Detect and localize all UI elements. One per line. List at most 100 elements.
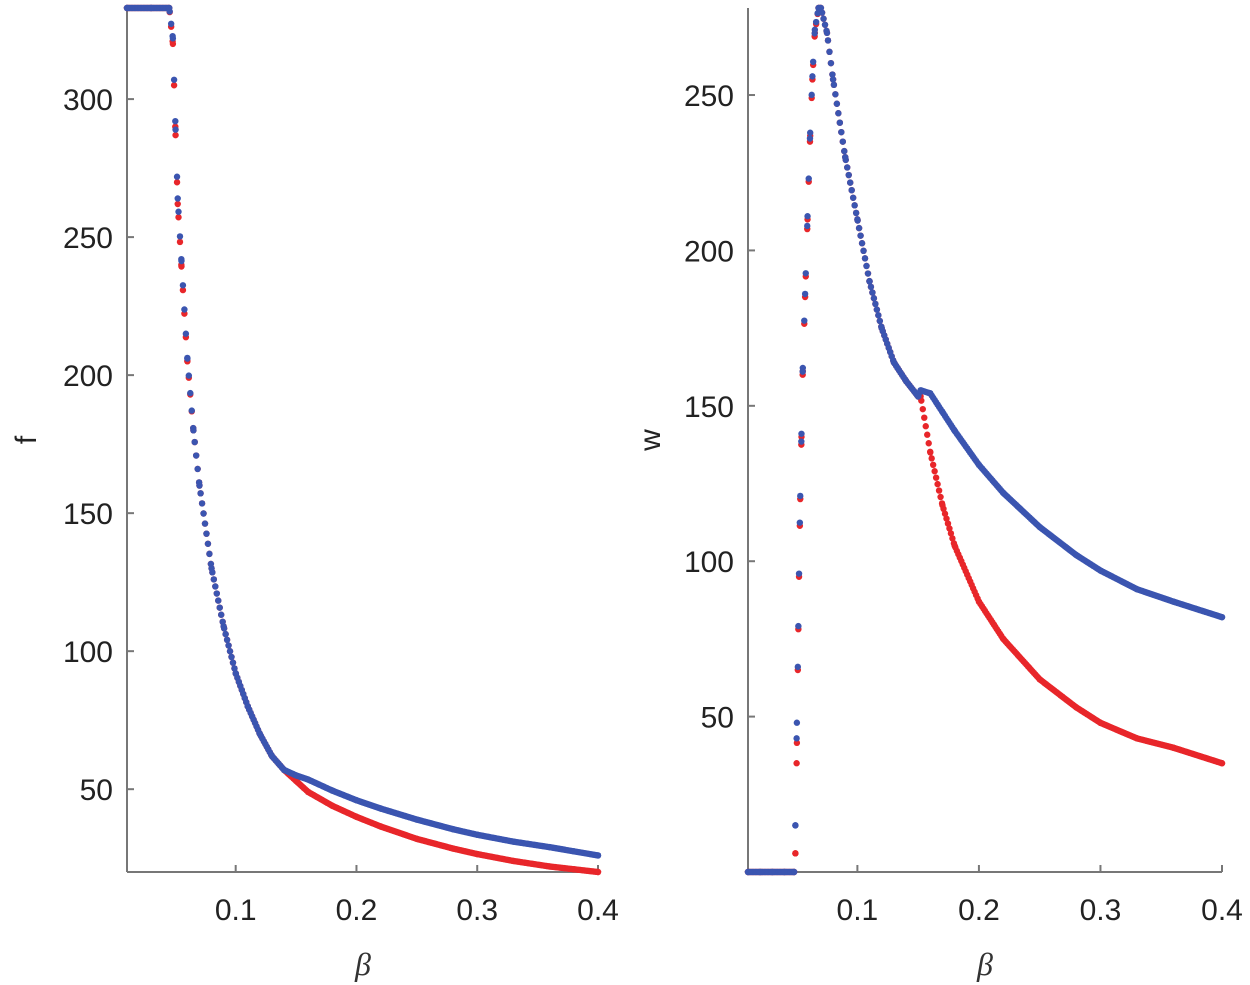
right-red-point: [1036, 676, 1043, 683]
right-red-point: [943, 515, 950, 522]
right-blue-point: [852, 209, 860, 217]
left-blue-point: [184, 355, 191, 362]
left-blue-point: [329, 787, 336, 794]
right-blue-point: [804, 222, 811, 230]
left-blue-point: [198, 500, 206, 507]
left-blue-point: [210, 576, 218, 583]
right-blue-point: [795, 570, 803, 577]
left-y-tick-label: 150: [63, 498, 113, 531]
left-blue-point: [218, 611, 225, 618]
left-red-point: [304, 788, 312, 796]
right-blue-point: [847, 179, 854, 186]
right-blue-point: [867, 283, 875, 291]
left-red-point: [377, 823, 384, 830]
left-blue-point: [170, 76, 178, 83]
right-blue-point: [794, 663, 802, 671]
right-blue-point: [839, 138, 846, 145]
right-blue-point: [796, 519, 804, 526]
right-blue-point: [833, 100, 841, 107]
right-blue-point: [951, 427, 958, 434]
left-blue-point: [353, 797, 360, 804]
right-blue-point: [849, 194, 857, 201]
right-y-tick-label: 50: [701, 702, 734, 735]
left-blue-point: [256, 730, 264, 738]
right-red-point: [937, 493, 944, 501]
right-blue-point: [832, 91, 839, 98]
right-blue-point: [823, 29, 831, 37]
right-blue-point: [917, 387, 924, 394]
left-red-point: [449, 845, 457, 852]
right-red-point: [947, 530, 955, 537]
left-blue-point: [228, 653, 235, 661]
left-blue-point: [147, 4, 155, 12]
left-blue-point: [201, 520, 209, 527]
right-y-axis-label: w: [634, 429, 667, 452]
left-red-point: [570, 866, 578, 873]
right-blue-point: [848, 187, 855, 194]
left-blue-point: [123, 4, 131, 12]
left-blue-point: [594, 852, 602, 859]
left-x-tick-label: 0.2: [336, 894, 378, 927]
right-blue-point: [1000, 489, 1007, 497]
right-blue-point: [861, 255, 869, 262]
right-x-tick-label: 0.2: [958, 894, 1000, 927]
right-y-tick-label: 150: [684, 391, 734, 424]
left-x-tick-label: 0.1: [215, 894, 257, 927]
left-blue-point: [223, 636, 231, 644]
left-y-tick-label: 300: [63, 84, 113, 117]
left-panel-f-vs-beta: 0.1 0.2 0.3 0.4 50 100 150 200 250 300 β f: [10, 4, 619, 982]
right-blue-point: [1097, 567, 1104, 574]
right-blue-point: [799, 368, 806, 375]
right-blue-point: [870, 295, 878, 302]
right-blue-point: [845, 171, 852, 179]
left-blue-point: [185, 372, 193, 379]
right-blue-point: [1036, 523, 1043, 531]
right-blue-point: [858, 240, 866, 247]
left-blue-point: [196, 482, 203, 489]
right-red-point: [931, 468, 938, 475]
left-blue-point: [268, 752, 276, 760]
right-red-point: [921, 414, 928, 421]
left-blue-point: [212, 583, 219, 590]
left-blue-point: [173, 173, 181, 180]
left-blue-point: [172, 117, 179, 125]
left-red-point: [176, 238, 184, 246]
left-blue-point: [200, 510, 207, 517]
right-blue-point: [811, 26, 819, 33]
left-blue-point: [377, 805, 384, 812]
right-y-tick-label: 100: [684, 546, 734, 579]
left-blue-point: [176, 233, 184, 240]
left-x-axis-label: β: [354, 946, 371, 982]
right-red-point: [927, 449, 934, 456]
right-x-tick-label: 0.4: [1201, 894, 1243, 927]
left-red-point: [292, 777, 300, 785]
right-red-point: [924, 431, 931, 438]
right-blue-point: [829, 71, 836, 78]
left-blue-point: [179, 282, 187, 289]
left-blue-point: [225, 642, 232, 649]
left-blue-point: [280, 766, 288, 774]
right-blue-point: [824, 37, 832, 44]
left-blue-point: [203, 530, 210, 537]
right-blue-point: [793, 719, 801, 726]
right-blue-point: [808, 91, 815, 99]
left-blue-point: [191, 438, 198, 446]
left-red-point: [546, 863, 553, 870]
right-red-point: [941, 510, 949, 517]
right-blue-point: [835, 110, 842, 117]
left-series-blue: [123, 4, 602, 859]
left-tick-labels: 0.1 0.2 0.3 0.4 50 100 150 200 250 300: [63, 84, 619, 927]
right-red-point: [934, 480, 941, 488]
left-blue-point: [188, 407, 195, 414]
right-blue-point: [872, 300, 879, 308]
right-red-point: [1170, 744, 1177, 751]
left-red-point: [413, 835, 421, 843]
right-tick-labels: 0.1 0.2 0.3 0.4 50 100 150 200 250: [684, 80, 1243, 927]
left-blue-point: [232, 670, 239, 677]
right-blue-point: [914, 393, 922, 400]
right-blue-point: [869, 289, 876, 296]
left-blue-point: [166, 4, 173, 12]
right-blue-point: [854, 216, 861, 223]
